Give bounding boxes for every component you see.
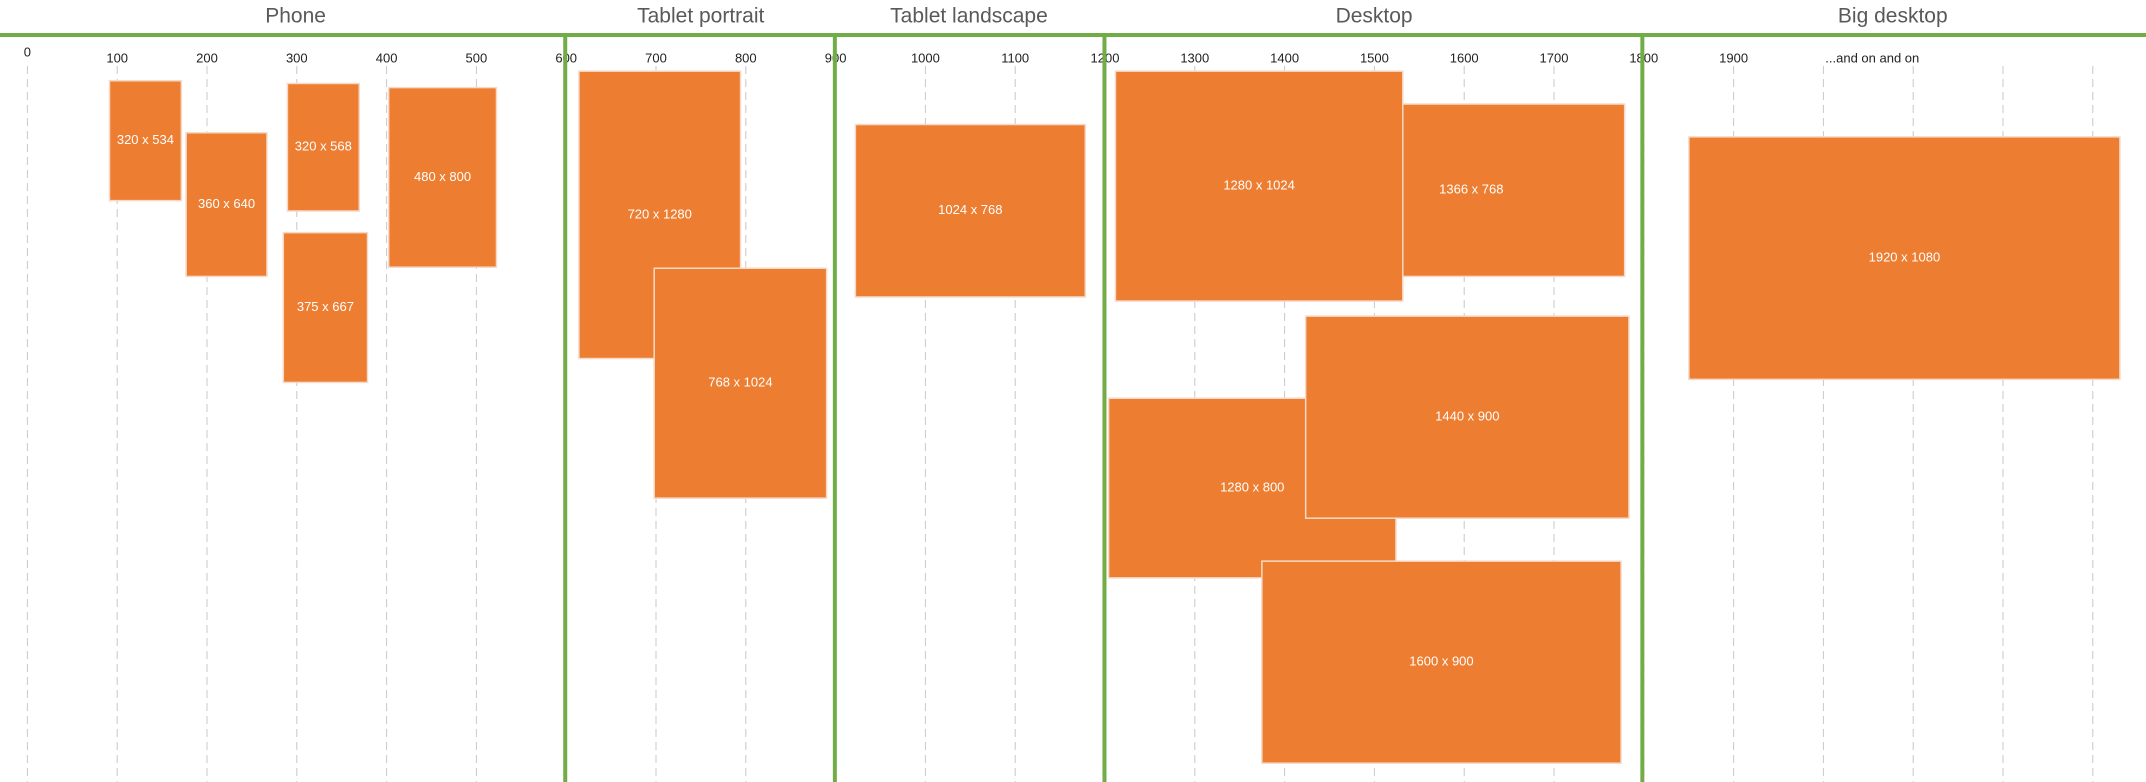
device-label: 768 x 1024 <box>708 375 772 390</box>
device-label: 320 x 568 <box>295 139 352 154</box>
device-label: 1920 x 1080 <box>1869 250 1941 265</box>
ruler-label: 0 <box>24 44 31 59</box>
device-box <box>653 267 828 499</box>
ruler-label: 1000 <box>911 50 940 65</box>
device-label: 1280 x 800 <box>1220 480 1284 495</box>
ruler-note: ...and on and on <box>1825 50 1919 65</box>
section-title: Big desktop <box>1838 5 1948 28</box>
device-label: 720 x 1280 <box>628 206 692 221</box>
ruler-label: 1300 <box>1180 50 1209 65</box>
device-label: 375 x 667 <box>297 299 354 314</box>
device-box <box>387 86 498 268</box>
device-box <box>1688 136 2121 381</box>
ruler-label: 1500 <box>1360 50 1389 65</box>
section-title: Phone <box>265 5 326 28</box>
device-box <box>286 82 361 212</box>
device-box <box>1304 315 1630 519</box>
ruler-label: 700 <box>645 50 667 65</box>
device-label: 1280 x 1024 <box>1223 178 1295 193</box>
device-label: 480 x 800 <box>414 169 471 184</box>
device-label: 1440 x 900 <box>1435 409 1499 424</box>
device-label: 1600 x 900 <box>1409 654 1473 669</box>
ruler-label: 1400 <box>1270 50 1299 65</box>
ruler-label: 400 <box>376 50 398 65</box>
ruler-label: 1100 <box>1001 50 1029 65</box>
section-title: Tablet portrait <box>637 5 764 28</box>
ruler-label: 1600 <box>1450 50 1479 65</box>
ruler-label: 300 <box>286 50 308 65</box>
device-label: 360 x 640 <box>198 196 255 211</box>
ruler-label: 1700 <box>1540 50 1569 65</box>
device-label: 320 x 534 <box>117 132 174 147</box>
ruler-label: 1900 <box>1719 50 1748 65</box>
device-box <box>185 132 268 278</box>
ruler-label: 200 <box>196 50 218 65</box>
device-box <box>1114 70 1404 302</box>
device-box <box>854 123 1087 298</box>
device-box <box>108 79 183 202</box>
device-label: 1366 x 768 <box>1439 182 1503 197</box>
device-box <box>1261 560 1622 764</box>
ruler-label: 100 <box>106 50 128 65</box>
section-title: Desktop <box>1336 5 1413 28</box>
ruler-label: 500 <box>466 50 488 65</box>
device-box <box>282 231 369 384</box>
device-label: 1024 x 768 <box>938 202 1002 217</box>
section-title: Tablet landscape <box>890 5 1048 28</box>
ruler-label: 800 <box>735 50 757 65</box>
